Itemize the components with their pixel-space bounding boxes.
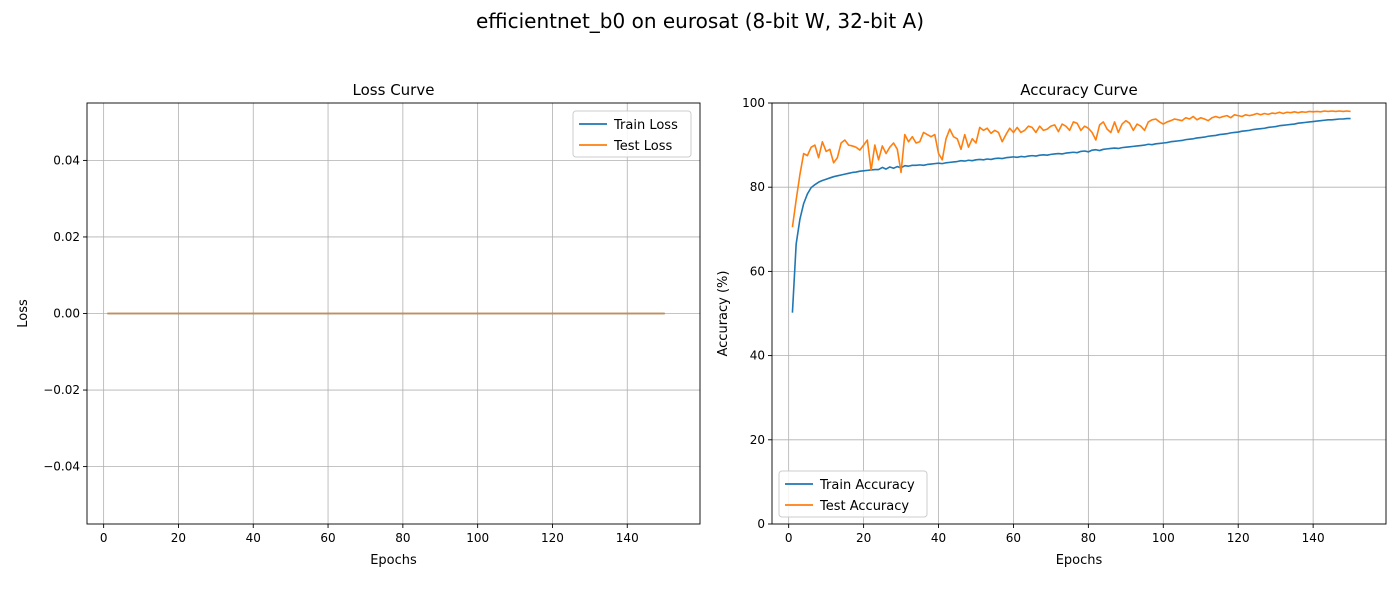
loss-ytick-label: 0.04 (53, 153, 80, 167)
loss-legend: Train Loss Test Loss (572, 110, 692, 158)
accuracy-x-axis-label: Epochs (1056, 553, 1103, 568)
loss-chart: 0 20 40 60 80 100 120 140 −0.04 −0.02 0.00 0.02 0.04… (16, 81, 701, 568)
accuracy-xtick-label: 140 (1302, 531, 1325, 545)
accuracy-series-test-accuracy-line (791, 110, 1351, 228)
loss-xtick-label: 80 (395, 531, 410, 545)
accuracy-legend-box (778, 470, 928, 518)
accuracy-ytick-label: 20 (750, 433, 765, 447)
loss-ytick-label: −0.02 (43, 383, 80, 397)
loss-legend-label: Train Loss (613, 118, 678, 133)
figure-suptitle: efficientnet_b0 on eurosat (8-bit W, 32-… (476, 9, 924, 33)
accuracy-xtick-label: 80 (1081, 531, 1096, 545)
accuracy-ytick-label: 0 (757, 517, 765, 531)
accuracy-chart-title: Accuracy Curve (1020, 81, 1138, 99)
loss-chart-title: Loss Curve (353, 81, 435, 99)
accuracy-chart: 0 20 40 60 80 100 120 140 0 20 40 60 80 100 Accuracy C… (716, 81, 1387, 568)
loss-ytick-label: 0.02 (53, 230, 80, 244)
loss-xtick-label: 120 (541, 531, 564, 545)
accuracy-legend-label: Test Accuracy (819, 499, 909, 514)
accuracy-series-train-accuracy-line (791, 117, 1351, 313)
loss-xtick-label: 100 (466, 531, 489, 545)
accuracy-ytick-label: 80 (750, 180, 765, 194)
accuracy-legend: Train Accuracy Test Accuracy (778, 470, 928, 518)
loss-ytick-label: −0.04 (43, 460, 80, 474)
accuracy-xtick-label: 60 (1006, 531, 1021, 545)
accuracy-ytick-label: 60 (750, 264, 765, 278)
loss-xtick-label: 20 (171, 531, 186, 545)
loss-ytick-label: 0.00 (53, 307, 80, 321)
accuracy-xtick-label: 20 (856, 531, 871, 545)
loss-x-axis-label: Epochs (370, 553, 417, 568)
accuracy-legend-label: Train Accuracy (819, 478, 915, 493)
accuracy-xtick-label: 40 (931, 531, 946, 545)
loss-xtick-label: 0 (100, 531, 108, 545)
loss-xtick-label: 140 (616, 531, 639, 545)
accuracy-ytick-label: 100 (742, 96, 765, 110)
accuracy-xtick-label: 120 (1227, 531, 1250, 545)
accuracy-xtick-label: 0 (785, 531, 793, 545)
accuracy-y-axis-label: Accuracy (%) (716, 271, 731, 357)
loss-xtick-label: 40 (246, 531, 261, 545)
accuracy-axes-frame (771, 102, 1387, 525)
accuracy-ytick-label: 40 (750, 349, 765, 363)
loss-legend-label: Test Loss (613, 139, 672, 154)
accuracy-xtick-label: 100 (1152, 531, 1175, 545)
loss-y-axis-label: Loss (16, 299, 31, 328)
loss-xtick-label: 60 (320, 531, 335, 545)
